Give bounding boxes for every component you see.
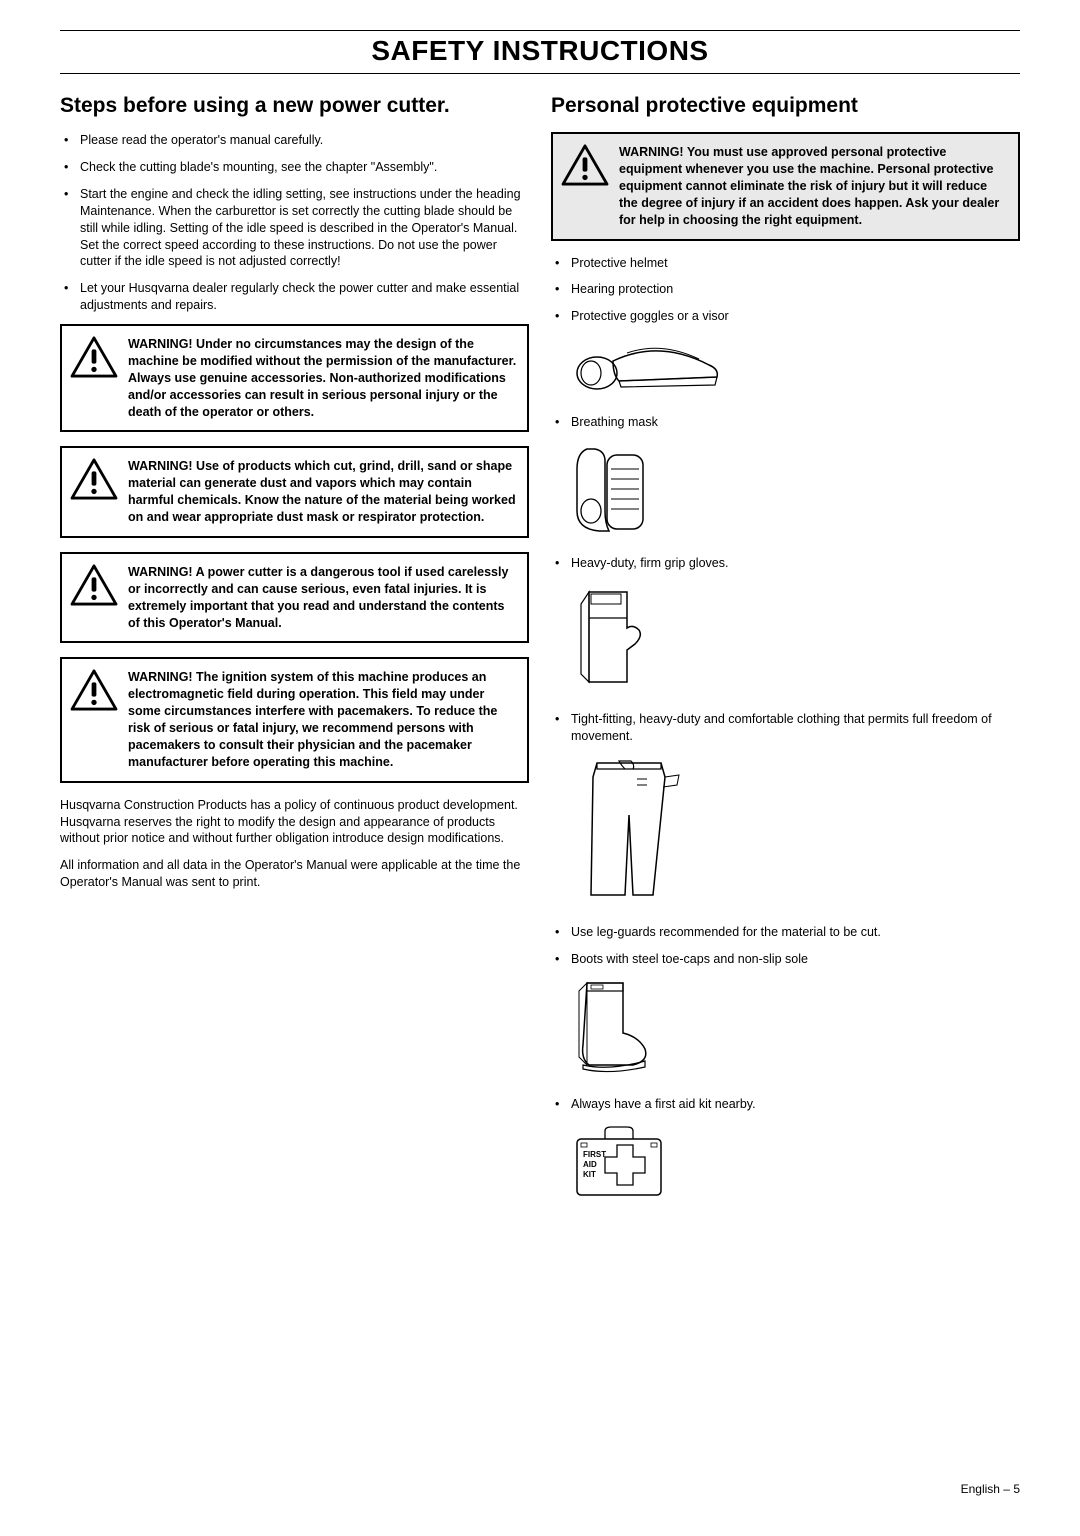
page-title: SAFETY INSTRUCTIONS [60, 35, 1020, 67]
page-footer: English – 5 [60, 1482, 1020, 1496]
list-item: Boots with steel toe-caps and non-slip s… [551, 951, 1020, 968]
list-item: Protective helmet [551, 255, 1020, 272]
left-heading: Steps before using a new power cutter. [60, 94, 529, 118]
warning-icon [70, 458, 118, 505]
ppe-list-1: Protective helmet Hearing protection Pro… [551, 255, 1020, 326]
gloves-illustration [569, 582, 1020, 697]
warning-text: WARNING! Use of products which cut, grin… [128, 458, 517, 526]
list-item: Start the engine and check the idling se… [60, 186, 529, 270]
footer-page: 5 [1013, 1482, 1020, 1496]
list-item: Please read the operator's manual carefu… [60, 132, 529, 149]
svg-text:KIT: KIT [583, 1170, 596, 1179]
page-title-bar: SAFETY INSTRUCTIONS [60, 30, 1020, 74]
right-heading: Personal protective equipment [551, 94, 1020, 118]
content-columns: Steps before using a new power cutter. P… [60, 94, 1020, 1222]
helmet-illustration [569, 335, 1020, 400]
warning-box: WARNING! The ignition system of this mac… [60, 657, 529, 782]
list-item: Protective goggles or a visor [551, 308, 1020, 325]
firstaid-illustration: FIRST AID KIT [569, 1123, 1020, 1208]
list-item: Let your Husqvarna dealer regularly chec… [60, 280, 529, 314]
list-item: Hearing protection [551, 281, 1020, 298]
ppe-list-3: Heavy-duty, firm grip gloves. [551, 555, 1020, 572]
list-item: Use leg-guards recommended for the mater… [551, 924, 1020, 941]
ppe-list-5: Use leg-guards recommended for the mater… [551, 924, 1020, 968]
svg-text:FIRST: FIRST [583, 1150, 606, 1159]
footer-lang: English [961, 1482, 1000, 1496]
warning-text: WARNING! A power cutter is a dangerous t… [128, 564, 517, 632]
list-item: Heavy-duty, firm grip gloves. [551, 555, 1020, 572]
ppe-list-6: Always have a first aid kit nearby. [551, 1096, 1020, 1113]
warning-icon [70, 669, 118, 716]
body-paragraph: All information and all data in the Oper… [60, 857, 529, 891]
list-item: Breathing mask [551, 414, 1020, 431]
right-column: Personal protective equipment WARNING! Y… [551, 94, 1020, 1222]
list-item: Tight-fitting, heavy-duty and comfortabl… [551, 711, 1020, 745]
boots-illustration [569, 977, 1020, 1082]
svg-text:AID: AID [583, 1160, 597, 1169]
warning-box: WARNING! Under no circumstances may the … [60, 324, 529, 432]
trousers-illustration [569, 755, 1020, 910]
warning-text: WARNING! The ignition system of this mac… [128, 669, 517, 770]
list-item: Check the cutting blade's mounting, see … [60, 159, 529, 176]
warning-box: WARNING! Use of products which cut, grin… [60, 446, 529, 538]
mask-illustration [569, 441, 1020, 541]
list-item: Always have a first aid kit nearby. [551, 1096, 1020, 1113]
body-paragraph: Husqvarna Construction Products has a po… [60, 797, 529, 848]
ppe-list-2: Breathing mask [551, 414, 1020, 431]
warning-text: WARNING! Under no circumstances may the … [128, 336, 517, 420]
steps-list: Please read the operator's manual carefu… [60, 132, 529, 314]
warning-box: WARNING! A power cutter is a dangerous t… [60, 552, 529, 644]
warning-box-filled: WARNING! You must use approved personal … [551, 132, 1020, 240]
footer-sep: – [1000, 1482, 1013, 1496]
warning-text: WARNING! You must use approved personal … [619, 144, 1008, 228]
ppe-list-4: Tight-fitting, heavy-duty and comfortabl… [551, 711, 1020, 745]
warning-icon [70, 564, 118, 611]
warning-icon [70, 336, 118, 383]
warning-icon [561, 144, 609, 191]
left-column: Steps before using a new power cutter. P… [60, 94, 529, 1222]
